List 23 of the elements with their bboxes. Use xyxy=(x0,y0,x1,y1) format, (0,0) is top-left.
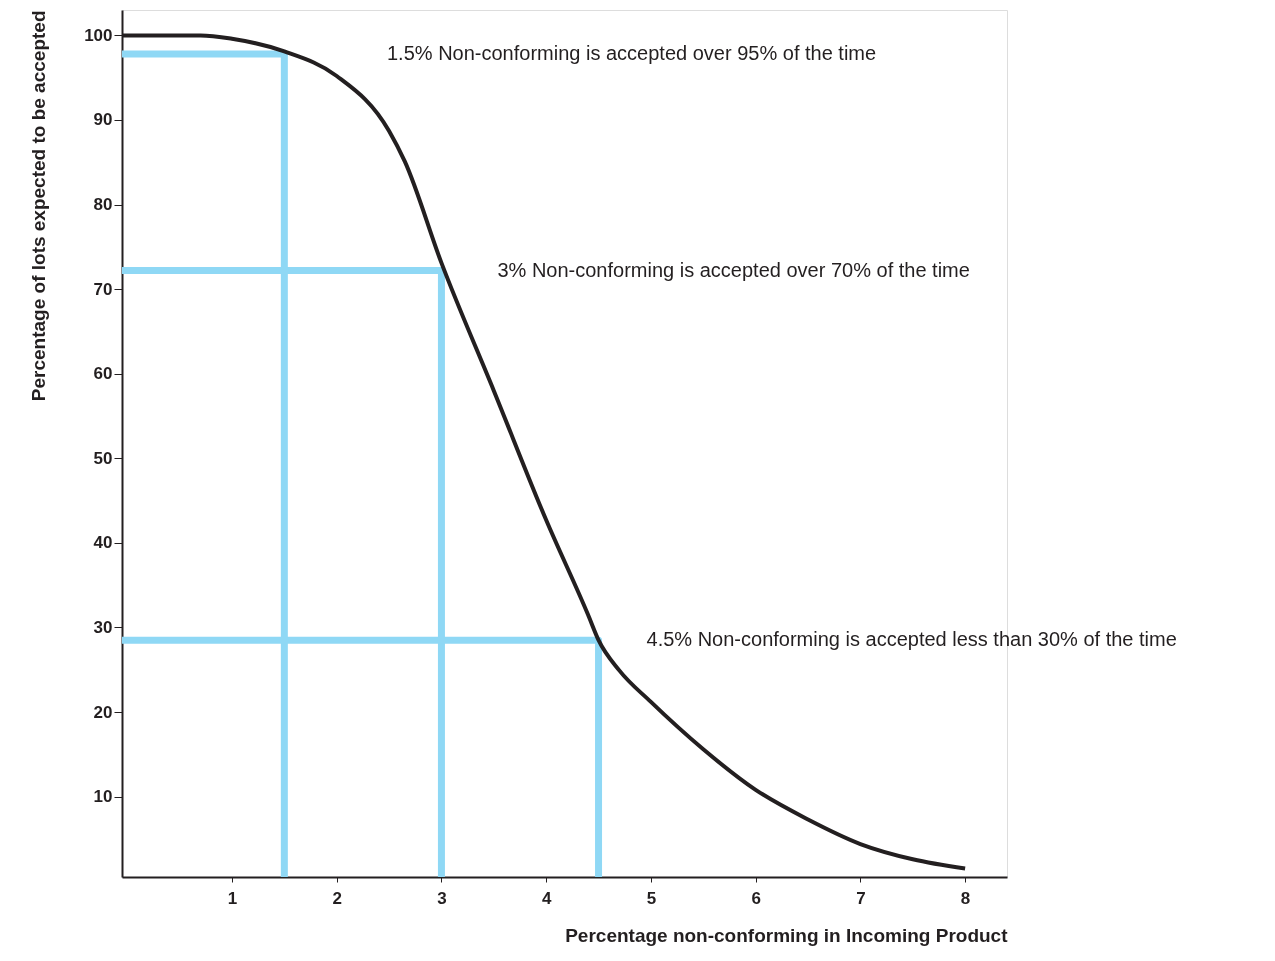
y-tick-label: 10 xyxy=(93,787,113,807)
x-tick-label: 8 xyxy=(960,888,971,908)
annotation: 4.5% Non-conforming is accepted less than 30% of the time xyxy=(646,628,1177,651)
y-axis-title: Percentage of lots expected to be accepted xyxy=(28,10,50,402)
y-tick-label: 20 xyxy=(93,702,113,722)
x-tick-label: 5 xyxy=(646,888,657,908)
y-tick-label: 100 xyxy=(84,25,113,45)
x-axis-title: Percentage non-conforming in Incoming Product xyxy=(565,924,1009,946)
annotation: 3% Non-conforming is accepted over 70% of the time xyxy=(497,258,970,281)
x-tick-label: 7 xyxy=(856,888,866,908)
x-tick-label: 6 xyxy=(751,888,761,908)
y-tick-label: 90 xyxy=(93,110,113,130)
annotation: 1.5% Non-conforming is accepted over 95% of the time xyxy=(387,42,877,64)
y-tick-label: 30 xyxy=(93,617,113,637)
x-tick-label: 3 xyxy=(437,888,447,908)
y-tick-label: 60 xyxy=(93,364,113,384)
x-tick-label: 4 xyxy=(541,888,552,908)
y-tick-label: 50 xyxy=(93,448,113,468)
y-tick-label: 80 xyxy=(93,195,113,215)
x-tick-label: 1 xyxy=(227,888,238,908)
x-tick-label: 2 xyxy=(332,888,342,908)
y-tick-label: 70 xyxy=(93,279,113,299)
y-tick-label: 40 xyxy=(93,533,113,553)
